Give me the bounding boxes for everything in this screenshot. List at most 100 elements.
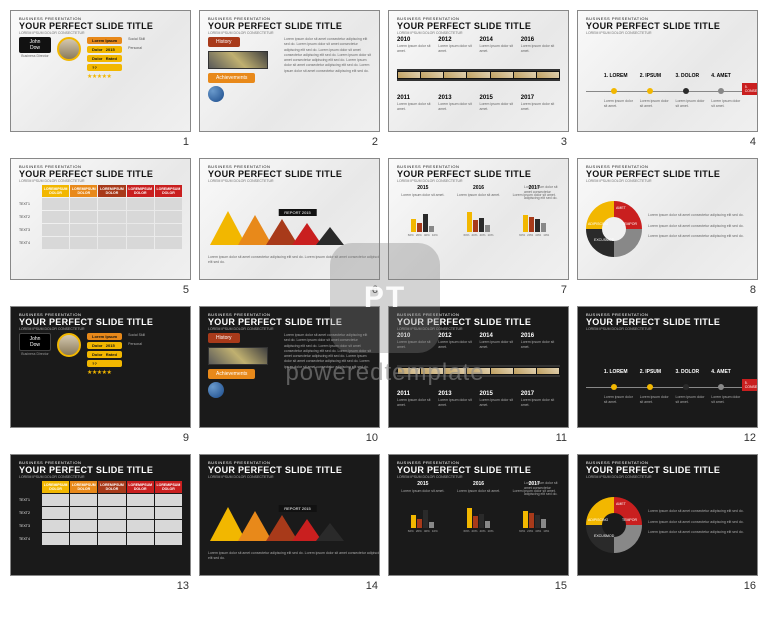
star-rating: ★★★★★: [87, 73, 122, 80]
slide-header: BUSINESS PRESENTATION YOUR PERFECT SLIDE…: [578, 307, 757, 333]
globe-row: [208, 382, 278, 398]
left-col: History Achievements: [208, 37, 278, 125]
slide-cell[interactable]: BUSINESS PRESENTATION YOUR PERFECT SLIDE…: [10, 158, 191, 294]
table-cell: [70, 198, 97, 210]
slide-cell[interactable]: BUSINESS PRESENTATION YOUR PERFECT SLIDE…: [388, 10, 569, 146]
year-text: Lorem ipsum dolor sit amet.: [521, 44, 560, 55]
slide-thumbnail[interactable]: BUSINESS PRESENTATION YOUR PERFECT SLIDE…: [388, 306, 569, 428]
year-text: Lorem ipsum dolor sit amet.: [480, 340, 519, 351]
slide-subtitle: LOREM IPSUM DOLOR CONSECTETUR: [208, 179, 371, 183]
bar-group: 2015 Lorem ipsum dolor sit amet. 60%20%4…: [397, 185, 449, 237]
slide-cell[interactable]: BUSINESS PRESENTATION YOUR PERFECT SLIDE…: [577, 454, 758, 590]
slide-header: BUSINESS PRESENTATION YOUR PERFECT SLIDE…: [578, 11, 757, 37]
donut-seg-label: TEMPOR: [622, 519, 637, 523]
bar-percents: 60%20%40%10%: [508, 529, 560, 533]
slide-number: 11: [556, 432, 567, 444]
slide-subtitle: LOREM IPSUM DOLOR CONSECTETUR: [208, 31, 371, 35]
slide-thumbnail[interactable]: BUSINESS PRESENTATION YOUR PERFECT SLIDE…: [199, 10, 380, 132]
year-cell: 2013Lorem ipsum dolor sit amet.: [438, 391, 477, 421]
slide-thumbnail[interactable]: BUSINESS PRESENTATION YOUR PERFECT SLIDE…: [199, 158, 380, 280]
slide-cell[interactable]: BUSINESS PRESENTATION YOUR PERFECT SLIDE…: [388, 454, 569, 590]
slide-number: 14: [366, 580, 378, 592]
timeline-box: 5. CONSEC: [742, 379, 758, 391]
timeline-text: Lorem ipsum dolor sit amet.: [640, 395, 672, 406]
bar: [423, 214, 428, 233]
donut-seg-label: ADIPISCING: [588, 223, 608, 227]
bar-stack: [453, 494, 505, 528]
row-header: TEXT1: [19, 494, 41, 506]
slide-header: BUSINESS PRESENTATION YOUR PERFECT SLIDE…: [200, 159, 379, 185]
slide-subtitle: LOREM IPSUM DOLOR CONSECTETUR: [397, 327, 560, 331]
bar-percents: 60%20%40%10%: [453, 529, 505, 533]
donut-chart: AMETTEMPOREXCUSMODADIPISCING: [586, 497, 642, 553]
slide-header: BUSINESS PRESENTATION YOUR PERFECT SLIDE…: [11, 307, 190, 333]
slide-cell[interactable]: BUSINESS PRESENTATION YOUR PERFECT SLIDE…: [388, 306, 569, 442]
slide-cell[interactable]: BUSINESS PRESENTATION YOUR PERFECT SLIDE…: [10, 10, 191, 146]
slide-thumbnail[interactable]: BUSINESS PRESENTATION YOUR PERFECT SLIDE…: [199, 306, 380, 428]
timeline-label: 2. IPSUM: [640, 73, 661, 79]
slide-thumbnail[interactable]: BUSINESS PRESENTATION YOUR PERFECT SLIDE…: [577, 454, 758, 576]
slide-title: YOUR PERFECT SLIDE TITLE: [586, 317, 749, 327]
slide-thumbnail[interactable]: BUSINESS PRESENTATION YOUR PERFECT SLIDE…: [10, 158, 191, 280]
slide-cell[interactable]: BUSINESS PRESENTATION YOUR PERFECT SLIDE…: [199, 10, 380, 146]
bar: [485, 521, 490, 528]
slide-number: 10: [366, 432, 378, 444]
role-label: Business Director: [19, 352, 51, 356]
slide-thumbnail[interactable]: BUSINESS PRESENTATION YOUR PERFECT SLIDE…: [10, 306, 191, 428]
year-text: Lorem ipsum dolor sit amet.: [438, 398, 477, 409]
timeline-node: [718, 88, 724, 94]
table-cell: [70, 507, 97, 519]
slide-thumbnail[interactable]: BUSINESS PRESENTATION YOUR PERFECT SLIDE…: [388, 10, 569, 132]
bar: [429, 226, 434, 232]
slide-cell[interactable]: BUSINESS PRESENTATION YOUR PERFECT SLIDE…: [10, 454, 191, 590]
bar-year: 2015: [397, 185, 449, 191]
slide-cell[interactable]: BUSINESS PRESENTATION YOUR PERFECT SLIDE…: [10, 306, 191, 442]
slide-cell[interactable]: BUSINESS PRESENTATION YOUR PERFECT SLIDE…: [577, 306, 758, 442]
globe-icon: [208, 382, 224, 398]
table-cell: [155, 520, 182, 532]
slide-cell[interactable]: BUSINESS PRESENTATION YOUR PERFECT SLIDE…: [199, 454, 380, 590]
slide-title: YOUR PERFECT SLIDE TITLE: [397, 317, 560, 327]
donut-body: AMETTEMPOREXCUSMODADIPISCING Lorem ipsum…: [586, 481, 749, 569]
bar: [535, 219, 540, 232]
slide-header: BUSINESS PRESENTATION YOUR PERFECT SLIDE…: [11, 159, 190, 185]
bar: [529, 513, 534, 528]
slide-cell[interactable]: BUSINESS PRESENTATION YOUR PERFECT SLIDE…: [199, 306, 380, 442]
slide-cell[interactable]: BUSINESS PRESENTATION YOUR PERFECT SLIDE…: [577, 10, 758, 146]
year-label: 2015: [480, 95, 519, 101]
slide-thumbnail[interactable]: BUSINESS PRESENTATION YOUR PERFECT SLIDE…: [10, 10, 191, 132]
bar: [473, 220, 478, 232]
timeline-node: [647, 384, 653, 390]
table-cell: [70, 533, 97, 545]
pills-col: Lorem IpsumDolor 2015Dolor Rated?? ★★★★★: [87, 37, 122, 80]
bar: [523, 215, 528, 232]
slide-thumbnail[interactable]: BUSINESS PRESENTATION YOUR PERFECT SLIDE…: [388, 158, 569, 280]
bar: [411, 219, 416, 233]
bar: [417, 223, 422, 233]
history-image: [208, 347, 268, 365]
slide-cell[interactable]: BUSINESS PRESENTATION YOUR PERFECT SLIDE…: [388, 158, 569, 294]
slide-cell[interactable]: BUSINESS PRESENTATION YOUR PERFECT SLIDE…: [577, 158, 758, 294]
timeline-text: Lorem ipsum dolor sit amet.: [676, 99, 708, 110]
table-cell: [42, 507, 69, 519]
timeline-text: Lorem ipsum dolor sit amet.: [640, 99, 672, 110]
name-tag: John Dow: [19, 333, 51, 351]
achievements-chip: Achievements: [208, 73, 255, 83]
slide-thumbnail[interactable]: BUSINESS PRESENTATION YOUR PERFECT SLIDE…: [10, 454, 191, 576]
timeline-node: [683, 384, 689, 390]
bar: [485, 225, 490, 232]
bar: [467, 508, 472, 528]
year-cell: 2011Lorem ipsum dolor sit amet.: [397, 391, 436, 421]
mountain-caption: Lorem ipsum dolor sit amet consectetur a…: [208, 551, 380, 562]
slide-thumbnail[interactable]: BUSINESS PRESENTATION YOUR PERFECT SLIDE…: [199, 454, 380, 576]
table-cell: [98, 224, 125, 236]
slide-thumbnail[interactable]: BUSINESS PRESENTATION YOUR PERFECT SLIDE…: [388, 454, 569, 576]
donut-text: Lorem ipsum dolor sit amet consectetur a…: [648, 509, 749, 541]
col-header: LOREMIPSUMDOLOR: [42, 185, 69, 197]
bar: [411, 515, 416, 529]
table-cell: [42, 520, 69, 532]
slide-cell[interactable]: BUSINESS PRESENTATION YOUR PERFECT SLIDE…: [199, 158, 380, 294]
slide-thumbnail[interactable]: BUSINESS PRESENTATION YOUR PERFECT SLIDE…: [577, 158, 758, 280]
slide-thumbnail[interactable]: BUSINESS PRESENTATION YOUR PERFECT SLIDE…: [577, 10, 758, 132]
slide-thumbnail[interactable]: BUSINESS PRESENTATION YOUR PERFECT SLIDE…: [577, 306, 758, 428]
